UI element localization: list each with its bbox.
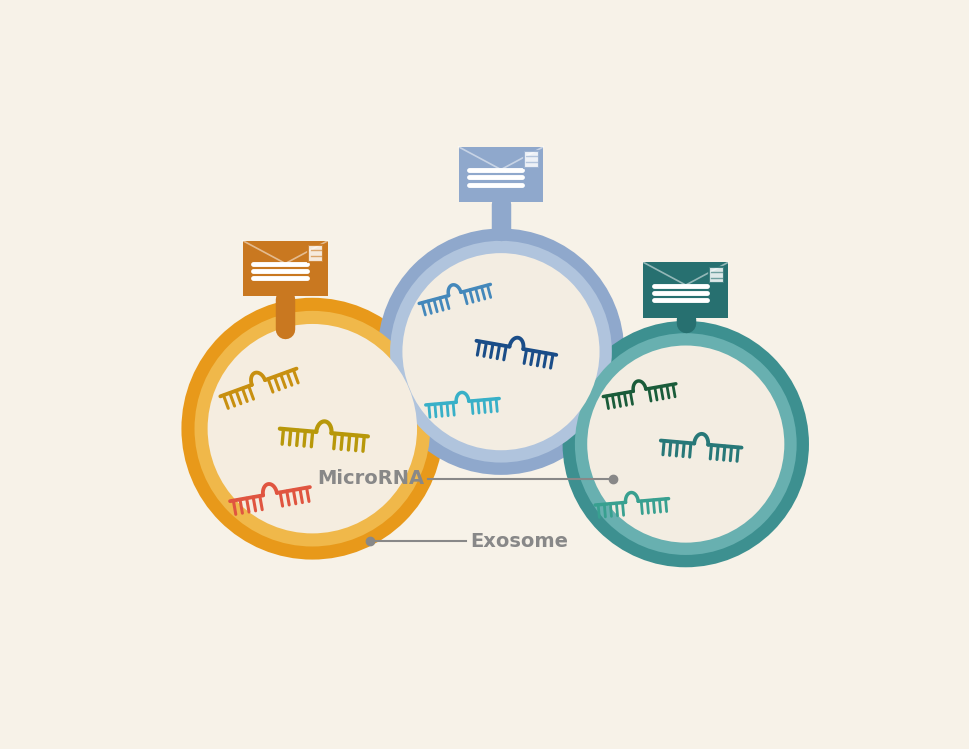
FancyBboxPatch shape — [708, 267, 723, 283]
Text: Exosome: Exosome — [470, 532, 568, 551]
Ellipse shape — [575, 333, 796, 555]
Text: MicroRNA: MicroRNA — [317, 469, 423, 488]
Ellipse shape — [586, 345, 784, 542]
Ellipse shape — [195, 311, 429, 547]
FancyBboxPatch shape — [243, 240, 328, 297]
FancyBboxPatch shape — [308, 245, 323, 262]
FancyBboxPatch shape — [523, 151, 539, 168]
Ellipse shape — [181, 298, 443, 560]
Ellipse shape — [402, 253, 599, 450]
Ellipse shape — [377, 228, 623, 475]
FancyBboxPatch shape — [458, 147, 543, 202]
FancyBboxPatch shape — [642, 262, 728, 318]
Ellipse shape — [562, 321, 808, 567]
Ellipse shape — [390, 240, 611, 463]
Ellipse shape — [207, 324, 417, 533]
